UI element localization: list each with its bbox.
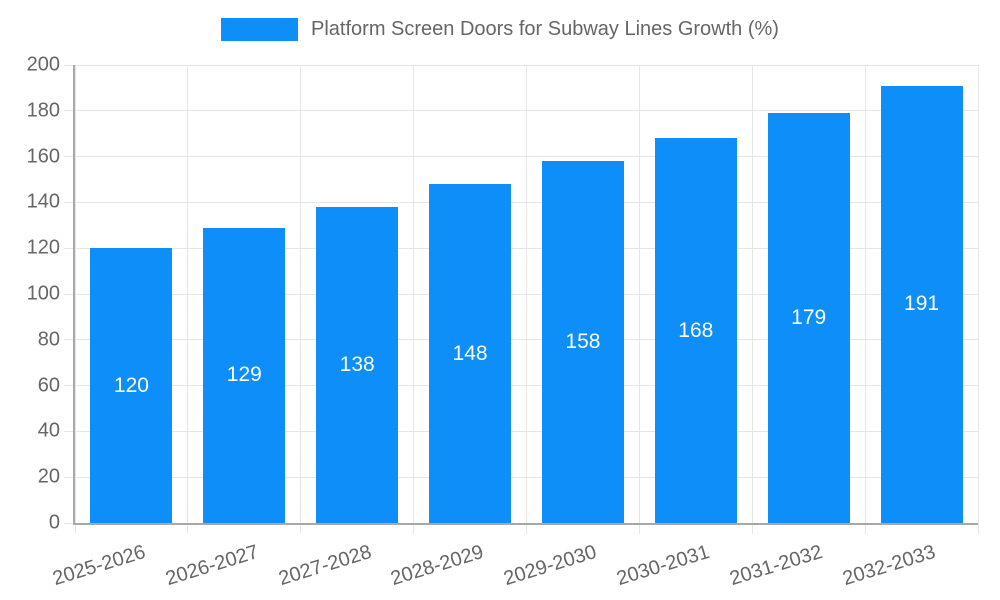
- y-grid-line: [64, 201, 978, 203]
- x-tick-label: 2029-2030: [501, 541, 600, 591]
- x-axis-labels: 2025-2026 2026-2027 2027-2028 2028-2029 2029…: [50, 531, 978, 600]
- y-tick-label: 0: [48, 511, 60, 534]
- bar: 168: [654, 138, 737, 523]
- x-tick-label: 2027-2028: [275, 541, 374, 591]
- y-grid-line: [64, 430, 978, 432]
- x-tick-label: 2031-2032: [727, 541, 826, 591]
- x-grid-line: [300, 65, 302, 534]
- x-grid-line: [187, 65, 189, 534]
- bar-value-label: 191: [904, 292, 940, 316]
- y-tick-label: 200: [26, 53, 60, 76]
- x-grid-line: [751, 65, 753, 534]
- y-tick-label: 100: [26, 282, 60, 305]
- y-tick-label: 20: [37, 465, 60, 488]
- bar: 138: [316, 206, 399, 523]
- x-tick-label: 2026-2027: [162, 541, 261, 591]
- chart-legend[interactable]: Platform Screen Doors for Subway Lines G…: [0, 18, 1000, 41]
- y-tick-label: 120: [26, 236, 60, 259]
- y-grid-line: [64, 385, 978, 387]
- bar-value-label: 148: [452, 341, 488, 365]
- bar-value-label: 179: [791, 306, 827, 330]
- y-tick-label: 160: [26, 145, 60, 168]
- bar: 191: [880, 85, 963, 523]
- bar-value-label: 129: [226, 363, 262, 387]
- y-axis-line: [73, 65, 75, 525]
- bar: 129: [203, 227, 286, 523]
- legend-label: Platform Screen Doors for Subway Lines G…: [311, 18, 779, 40]
- legend-swatch-icon: [221, 18, 299, 41]
- bar-value-label: 138: [339, 352, 375, 376]
- bar-value-label: 158: [565, 330, 601, 354]
- y-grid-line: [64, 110, 978, 112]
- x-grid-line: [413, 65, 415, 534]
- y-tick-label: 60: [37, 374, 60, 397]
- y-tick-label: 140: [26, 190, 60, 213]
- bar-value-label: 120: [113, 373, 149, 397]
- y-grid-line: [64, 339, 978, 341]
- x-grid-line: [977, 65, 979, 534]
- plot-area: 0 20 40 60 80 100 120 140 160 180 200 120 129 138 148 1…: [27, 54, 979, 534]
- bar: 179: [767, 113, 850, 523]
- x-grid-line: [526, 65, 527, 534]
- x-tick-label: 2028-2029: [388, 541, 487, 591]
- y-grid-line: [64, 476, 978, 478]
- y-tick-label: 80: [37, 328, 60, 351]
- x-tick-label: 2032-2033: [840, 541, 938, 591]
- x-grid-line: [638, 65, 640, 534]
- x-axis-line: [73, 523, 978, 525]
- y-grid-line: [64, 247, 978, 249]
- y-grid-line: [64, 64, 978, 66]
- bar: 158: [541, 161, 624, 523]
- y-grid-line: [64, 156, 978, 158]
- y-tick-label: 40: [37, 419, 60, 442]
- y-grid-line: [64, 293, 978, 295]
- bar: 148: [429, 184, 512, 523]
- x-tick-label: 2030-2031: [614, 541, 713, 591]
- y-tick-label: 180: [26, 99, 60, 122]
- x-grid-line: [74, 65, 76, 534]
- x-tick-label: 2025-2026: [49, 541, 148, 591]
- bar-value-label: 168: [678, 318, 714, 342]
- x-grid-line: [864, 65, 866, 534]
- bar: 120: [90, 248, 173, 523]
